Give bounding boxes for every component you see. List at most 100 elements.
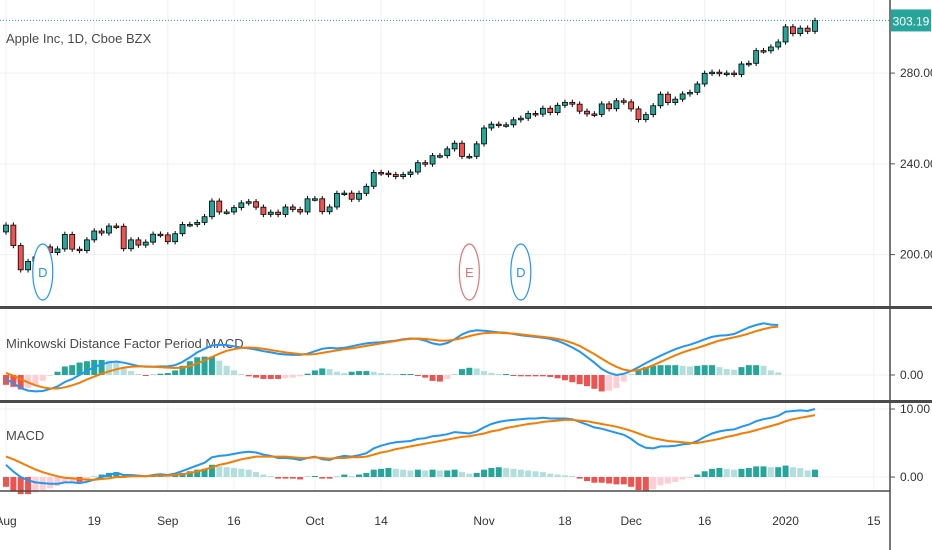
- candle-up[interactable]: [562, 101, 568, 106]
- candle-down[interactable]: [98, 230, 105, 234]
- candle-down[interactable]: [319, 198, 326, 213]
- candle-up[interactable]: [245, 201, 252, 204]
- candle-up[interactable]: [723, 72, 730, 75]
- candle-down[interactable]: [69, 234, 76, 250]
- candle-up[interactable]: [797, 27, 804, 34]
- candle-up[interactable]: [84, 239, 90, 251]
- candle-down[interactable]: [606, 103, 612, 110]
- candle-up[interactable]: [414, 162, 421, 173]
- price-axis[interactable]: 200.00 240.00 280.00 303.19 0.00 0.00 10.00: [890, 9, 932, 484]
- candle-up[interactable]: [150, 233, 156, 243]
- candle-up[interactable]: [642, 114, 649, 120]
- candle-up[interactable]: [679, 93, 686, 100]
- candle-up[interactable]: [657, 93, 664, 107]
- candle-up[interactable]: [282, 206, 289, 215]
- price-pane[interactable]: Apple Inc, 1D, Cboe BZX: [0, 17, 890, 273]
- candle-up[interactable]: [186, 224, 193, 227]
- candle-down[interactable]: [584, 110, 590, 115]
- candle-up[interactable]: [311, 198, 318, 201]
- candle-up[interactable]: [782, 26, 789, 43]
- candle-up[interactable]: [554, 104, 561, 113]
- candle-down[interactable]: [385, 172, 392, 176]
- candle-down[interactable]: [422, 162, 429, 165]
- candle-up[interactable]: [326, 206, 333, 213]
- candle-up[interactable]: [753, 50, 760, 64]
- candle-up[interactable]: [701, 72, 708, 85]
- candle-down[interactable]: [495, 123, 502, 127]
- candle-up[interactable]: [172, 233, 179, 243]
- candle-down[interactable]: [532, 113, 539, 116]
- candle-down[interactable]: [216, 200, 223, 213]
- candle-down[interactable]: [628, 101, 635, 110]
- candle-down[interactable]: [547, 107, 554, 113]
- candle-up[interactable]: [451, 142, 458, 150]
- candle-down[interactable]: [569, 101, 576, 105]
- candle-up[interactable]: [356, 192, 362, 200]
- candle-down[interactable]: [804, 27, 811, 32]
- candle-up[interactable]: [201, 216, 208, 223]
- candle-down[interactable]: [76, 248, 83, 252]
- candle-down[interactable]: [164, 234, 171, 243]
- candle-up[interactable]: [767, 46, 774, 52]
- candle-down[interactable]: [275, 211, 282, 215]
- minkowski-macd-pane[interactable]: Minkowski Distance Factor Period MACD: [3, 322, 782, 393]
- candle-up[interactable]: [400, 174, 407, 177]
- candle-up[interactable]: [267, 211, 274, 215]
- candle-up[interactable]: [238, 202, 245, 209]
- candle-up[interactable]: [128, 239, 134, 250]
- candle-up[interactable]: [444, 148, 451, 157]
- candle-down[interactable]: [790, 26, 796, 34]
- candle-up[interactable]: [694, 83, 701, 93]
- candle-down[interactable]: [297, 209, 304, 213]
- candle-down[interactable]: [10, 224, 17, 246]
- candle-down[interactable]: [260, 206, 267, 215]
- candle-up[interactable]: [429, 155, 436, 165]
- candle-up[interactable]: [466, 155, 473, 159]
- candle-up[interactable]: [503, 124, 510, 127]
- candle-up[interactable]: [106, 225, 112, 234]
- candle-up[interactable]: [481, 127, 487, 145]
- candle-up[interactable]: [687, 91, 693, 95]
- event-marker[interactable]: [32, 243, 54, 301]
- candle-up[interactable]: [672, 98, 679, 103]
- candle-down[interactable]: [760, 50, 767, 53]
- event-marker[interactable]: [510, 243, 532, 301]
- candle-up[interactable]: [231, 207, 237, 213]
- candle-down[interactable]: [716, 71, 723, 75]
- candle-up[interactable]: [738, 63, 745, 75]
- candle-down[interactable]: [113, 225, 120, 228]
- candle-up[interactable]: [370, 172, 377, 187]
- candle-up[interactable]: [142, 241, 149, 246]
- event-marker[interactable]: [458, 243, 480, 301]
- pane-separator[interactable]: [0, 400, 932, 403]
- candle-up[interactable]: [179, 224, 186, 235]
- candle-down[interactable]: [135, 239, 142, 246]
- candle-down[interactable]: [157, 233, 164, 237]
- candle-down[interactable]: [459, 142, 465, 157]
- candle-up[interactable]: [209, 200, 215, 218]
- candle-up[interactable]: [650, 105, 657, 116]
- candle-up[interactable]: [539, 107, 546, 115]
- candle-down[interactable]: [253, 201, 259, 208]
- candle-up[interactable]: [745, 62, 752, 66]
- candle-up[interactable]: [473, 143, 480, 157]
- candle-up[interactable]: [488, 123, 495, 129]
- candle-up[interactable]: [223, 211, 230, 214]
- candle-up[interactable]: [304, 198, 311, 213]
- candle-up[interactable]: [25, 261, 31, 271]
- candle-down[interactable]: [392, 174, 399, 177]
- macd-pane[interactable]: MACD: [3, 408, 818, 495]
- candle-down[interactable]: [348, 192, 355, 200]
- candle-up[interactable]: [3, 224, 9, 233]
- candle-up[interactable]: [709, 71, 715, 75]
- candle-down[interactable]: [378, 172, 384, 175]
- pane-separator[interactable]: [0, 306, 932, 309]
- candle-down[interactable]: [731, 72, 737, 75]
- candle-down[interactable]: [591, 113, 598, 116]
- candle-down[interactable]: [665, 93, 671, 103]
- candle-up[interactable]: [598, 103, 605, 115]
- candle-down[interactable]: [620, 100, 627, 103]
